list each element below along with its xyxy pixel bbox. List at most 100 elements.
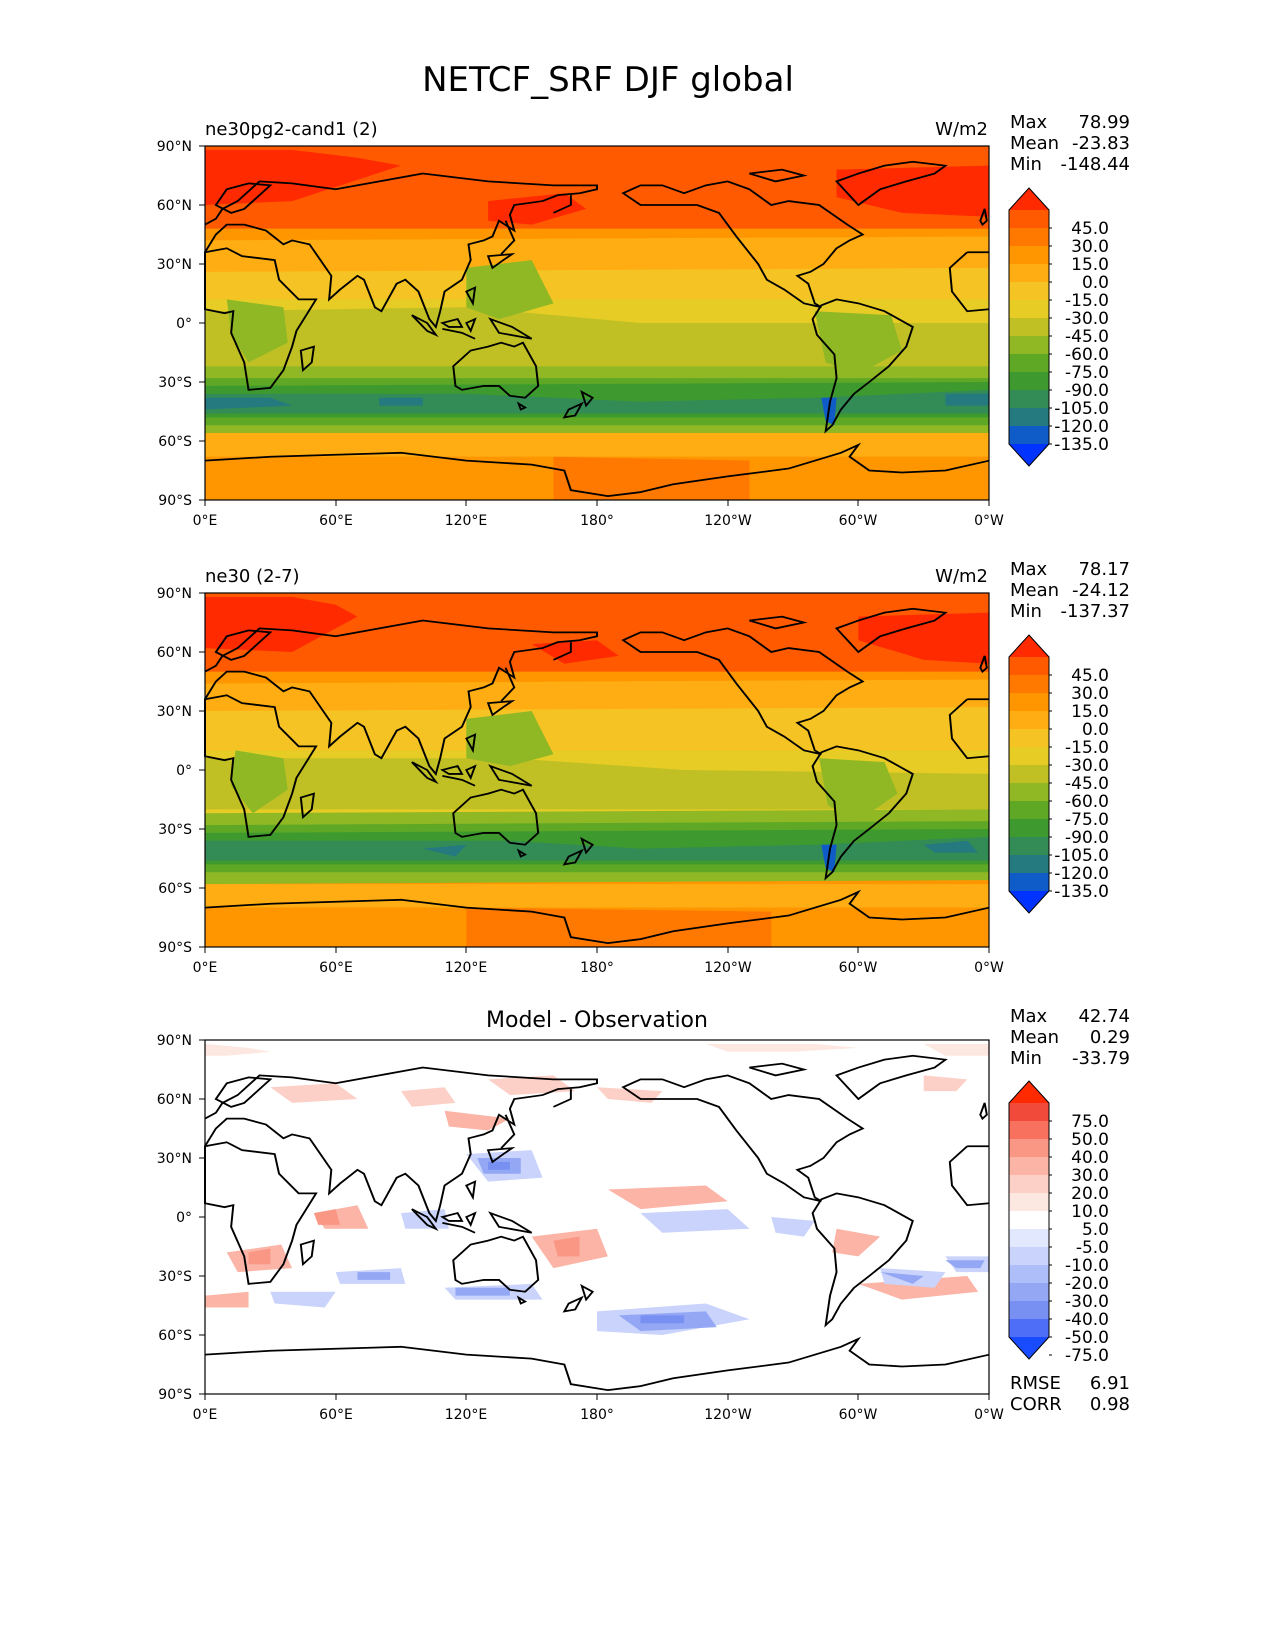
colorbar-segment [1009,1193,1049,1212]
colorbar-segment [1009,1139,1049,1158]
stat-label: RMSE [1010,1373,1061,1394]
colorbar-label: -30.0 [1065,1292,1109,1312]
colorbar-label: 30.0 [1071,237,1109,257]
map-middle-y-ticks: 90°N 60°N 30°N 0° 30°S 60°S 90°S [157,586,205,956]
panel-middle-left-title: ne30 (2-7) [205,566,300,587]
x-tick-label: 0°W [974,513,1004,529]
colorbar-extend-top [1009,635,1049,657]
colorbar-extend-bottom [1009,1337,1049,1359]
map-bottom-x-ticks: 0°E 60°E 120°E 180° 120°W 60°W 0°W [193,1394,1004,1423]
map-bottom [204,1040,990,1395]
y-tick-label: 30°N [157,257,192,273]
x-tick-label: 60°E [319,1407,353,1423]
colorbar-label: -60.0 [1065,792,1109,812]
stat-value: 78.17 [1078,559,1130,580]
colorbar-segment [1009,1211,1049,1230]
colorbar-segment [1009,765,1049,784]
stat-label: Max [1010,559,1048,580]
map-top-x-ticks: 0°E 60°E 120°E 180° 120°W 60°W 0°W [193,500,1004,529]
y-tick-label: 90°S [158,1387,192,1403]
x-tick-label: 60°W [839,960,878,976]
colorbar-label: 5.0 [1082,1220,1109,1240]
y-tick-label: 60°S [158,881,192,897]
colorbar-label: -75.0 [1065,363,1109,383]
colorbar-segment [1009,300,1049,319]
x-tick-label: 180° [580,1407,614,1423]
colorbar-label: -90.0 [1065,828,1109,848]
colorbar-segment [1009,336,1049,355]
colorbar-segment [1009,1301,1049,1320]
colorbar-segment [1009,729,1049,748]
colorbar-label: -75.0 [1065,810,1109,830]
colorbar-segment [1009,1319,1049,1338]
colorbar-label: 10.0 [1071,1202,1109,1222]
x-tick-label: 120°E [445,960,488,976]
colorbar-segment [1009,747,1049,766]
x-tick-label: 60°E [319,960,353,976]
y-tick-label: 30°N [157,1151,192,1167]
stat-value: 0.29 [1090,1027,1130,1048]
map-top [204,146,990,501]
colorbar-label: -105.0 [1054,846,1109,866]
colorbar-segment [1009,837,1049,856]
x-tick-label: 0°E [193,513,218,529]
x-tick-label: 180° [580,960,614,976]
colorbar-label: 0.0 [1082,720,1109,740]
colorbar-label: -105.0 [1054,399,1109,419]
colorbar-segment [1009,1121,1049,1140]
stat-label: Max [1010,112,1048,133]
panel-middle: ne30 (2-7) W/m2 [157,559,1130,976]
y-tick-label: 90°N [157,586,192,602]
colorbar-label: -75.0 [1065,1346,1109,1366]
y-tick-label: 60°S [158,1328,192,1344]
stat-value: -137.37 [1061,601,1130,622]
y-tick-label: 30°S [158,375,192,391]
panel-bottom: Model - Observation 0°E 60°E 120°E 180° … [157,1006,1130,1423]
colorbar-label: -50.0 [1065,1328,1109,1348]
stat-label: Max [1010,1006,1048,1027]
x-tick-label: 120°W [704,513,752,529]
colorbar-label: -135.0 [1054,435,1109,455]
colorbar-label: 75.0 [1071,1112,1109,1132]
y-tick-label: 90°N [157,139,192,155]
stat-label: Min [1010,601,1042,622]
colorbar-segment [1009,783,1049,802]
stat-label: Min [1010,1048,1042,1069]
colorbar-segment [1009,1229,1049,1248]
stat-value: 42.74 [1078,1006,1130,1027]
colorbar-label: -135.0 [1054,882,1109,902]
y-tick-label: 60°S [158,434,192,450]
y-tick-label: 90°S [158,940,192,956]
colorbar-label: 45.0 [1071,219,1109,239]
colorbar-segment [1009,693,1049,712]
panel-top-left-title: ne30pg2-cand1 (2) [205,119,378,140]
y-tick-label: 90°S [158,493,192,509]
y-tick-label: 30°S [158,822,192,838]
colorbar-segment [1009,246,1049,265]
stat-label: Min [1010,154,1042,175]
colorbar-label: -30.0 [1065,309,1109,329]
y-tick-label: 90°N [157,1033,192,1049]
colorbar-segment [1009,711,1049,730]
map-bottom-y-ticks: 90°N 60°N 30°N 0° 30°S 60°S 90°S [157,1033,205,1403]
colorbar-segment [1009,318,1049,337]
y-tick-label: 0° [176,316,192,332]
colorbar-label: 40.0 [1071,1148,1109,1168]
stat-value: 0.98 [1090,1394,1130,1415]
colorbar-segment [1009,657,1049,676]
colorbar-label: -10.0 [1065,1256,1109,1276]
stat-value: 78.99 [1078,112,1130,133]
stat-label: Mean [1010,133,1059,154]
x-tick-label: 0°E [193,1407,218,1423]
colorbar-segment [1009,801,1049,820]
colorbar-segment [1009,264,1049,283]
colorbar-bottom: 75.050.040.030.020.010.05.0-5.0-10.0-20.… [1008,1080,1109,1366]
colorbar-segment [1009,855,1049,874]
map-top-y-ticks: 90°N 60°N 30°N 0° 30°S 60°S 90°S [157,139,205,509]
stats-bottom: Max 42.74 Mean 0.29 Min -33.79 [1010,1006,1130,1069]
x-tick-label: 0°W [974,1407,1004,1423]
colorbar-segment [1009,1265,1049,1284]
colorbar-label: -45.0 [1065,774,1109,794]
x-tick-label: 0°E [193,960,218,976]
